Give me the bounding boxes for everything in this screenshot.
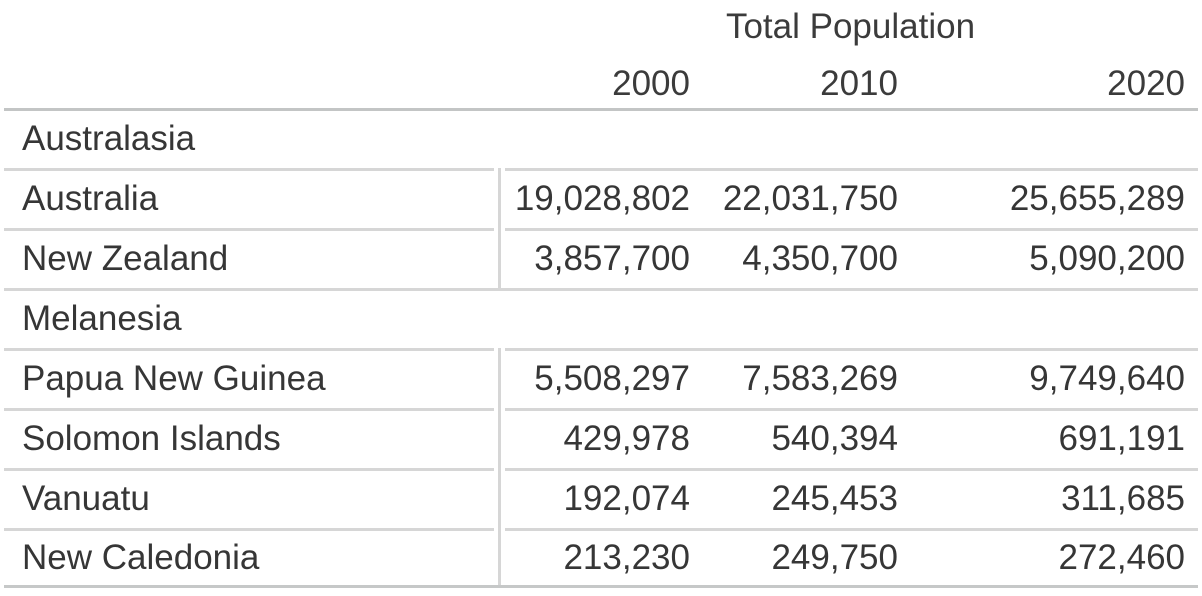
table-row: Australia 19,028,802 22,031,750 25,655,289	[4, 168, 1199, 228]
population-value-cell: 9,749,640	[906, 348, 1199, 408]
country-name-cell: Vanuatu	[4, 468, 494, 528]
population-value-cell: 311,685	[906, 468, 1199, 528]
population-value-cell: 25,655,289	[906, 168, 1199, 228]
population-value-cell: 7,583,269	[698, 348, 906, 408]
population-value-cell: 19,028,802	[505, 168, 698, 228]
table-header: Total Population 2000 2010 2020	[4, 0, 1198, 108]
table-row: Vanuatu 192,074 245,453 311,685	[4, 468, 1199, 528]
population-value-cell: 4,350,700	[698, 228, 906, 288]
population-value-cell: 540,394	[698, 408, 906, 468]
country-name-cell: Australia	[4, 168, 494, 228]
divider-spacer	[494, 54, 505, 108]
table-title: Total Population	[725, 6, 976, 46]
table-row: Papua New Guinea 5,508,297 7,583,269 9,749,…	[4, 348, 1199, 408]
year-header-row: 2000 2010 2020	[4, 54, 1198, 108]
country-name-cell: New Caledonia	[4, 528, 494, 588]
table-row: New Caledonia 213,230 249,750 272,460	[4, 528, 1199, 588]
section-header: Melanesia	[4, 288, 1199, 348]
population-value-cell: 245,453	[698, 468, 906, 528]
section-header: Australasia	[4, 108, 1199, 168]
year-header-2010: 2010	[820, 64, 898, 104]
population-value-cell: 213,230	[505, 528, 698, 588]
country-name-cell: Papua New Guinea	[4, 348, 494, 408]
country-name-cell: Solomon Islands	[4, 408, 494, 468]
population-value-cell: 691,191	[906, 408, 1199, 468]
population-value-cell: 5,090,200	[906, 228, 1199, 288]
table-row: New Zealand 3,857,700 4,350,700 5,090,200	[4, 228, 1199, 288]
year-header-2000: 2000	[612, 64, 690, 104]
column-divider	[494, 468, 505, 528]
section-row: Melanesia	[4, 288, 1199, 348]
population-value-cell: 272,460	[906, 528, 1199, 588]
header-spacer	[4, 54, 494, 108]
population-value-cell: 22,031,750	[698, 168, 906, 228]
population-value-cell: 3,857,700	[505, 228, 698, 288]
section-row: Australasia	[4, 108, 1199, 168]
column-divider	[494, 228, 505, 288]
population-value-cell: 429,978	[505, 408, 698, 468]
column-divider	[494, 528, 505, 588]
header-spacer	[4, 0, 494, 54]
population-table: Total Population 2000 2010 2020 Australa…	[4, 0, 1199, 588]
column-divider	[494, 408, 505, 468]
country-name-cell: New Zealand	[4, 228, 494, 288]
table-row: Solomon Islands 429,978 540,394 691,191	[4, 408, 1199, 468]
year-header-2020: 2020	[1107, 64, 1186, 104]
population-value-cell: 249,750	[698, 528, 906, 588]
table-body: Australasia Australia 19,028,802 22,031,750…	[4, 108, 1199, 588]
column-divider	[494, 168, 505, 228]
population-value-cell: 192,074	[505, 468, 698, 528]
table-title-row: Total Population	[4, 0, 1198, 54]
column-divider	[494, 348, 505, 408]
population-value-cell: 5,508,297	[505, 348, 698, 408]
